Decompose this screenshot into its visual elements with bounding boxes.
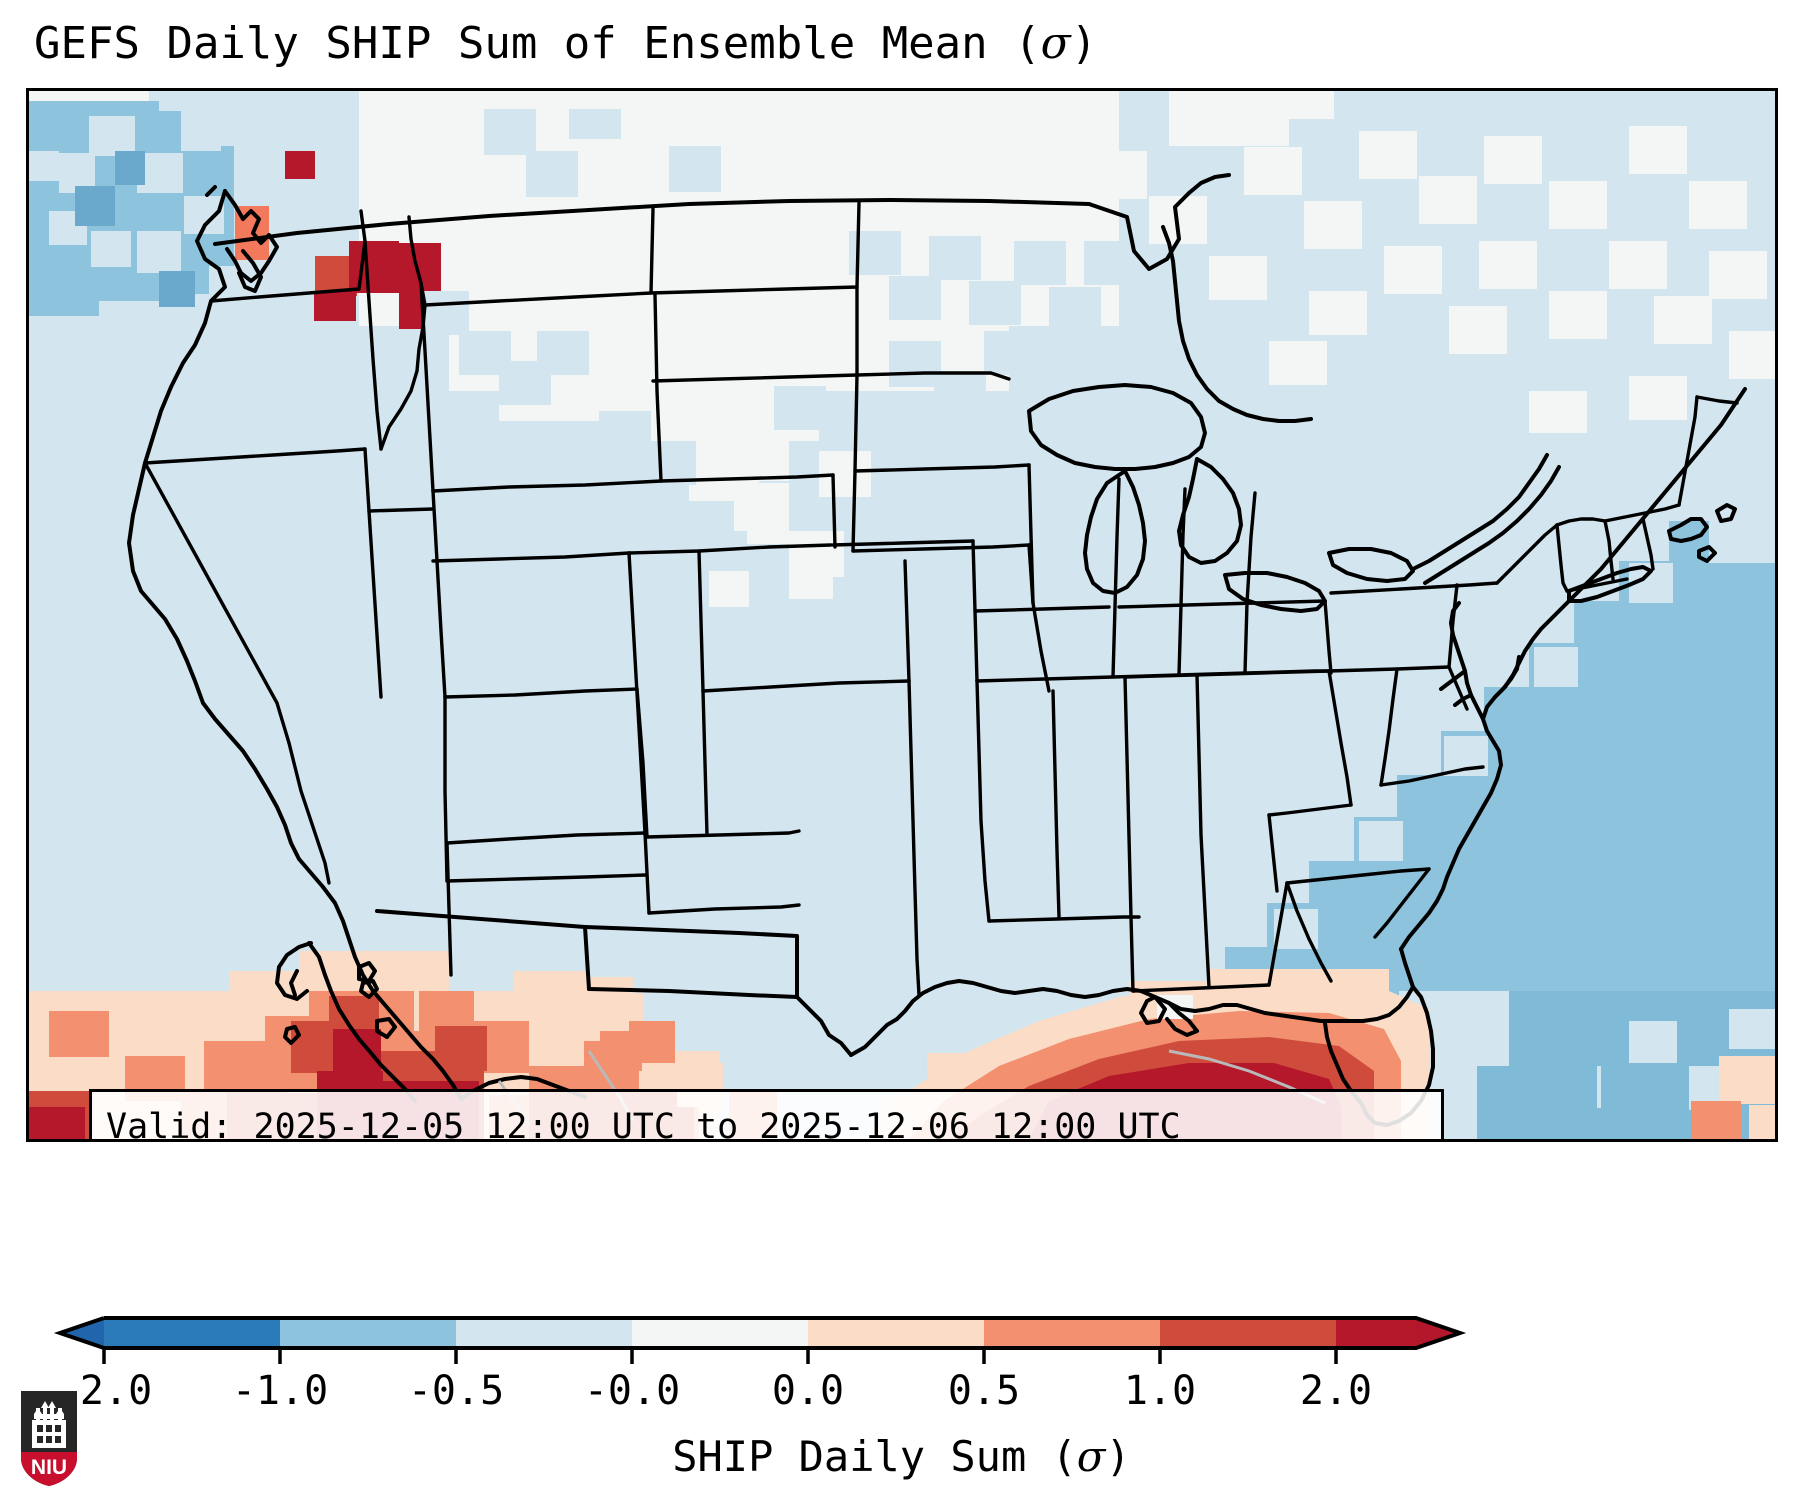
geography-lines [127,173,1747,1127]
map-plot-area[interactable]: Valid: 2025-12-05 12:00 UTC to 2025-12-0… [26,88,1778,1142]
colorbar-seg-6 [1160,1318,1336,1348]
colorbar-tick-label-5: 0.5 [947,1368,1021,1414]
colorbar-tick-label-4: 0.0 [771,1368,845,1414]
logo-text: NIU [31,1456,67,1479]
logo-castle-windows [37,1425,61,1443]
warm-speckle-plains [709,506,833,607]
colorbar-seg-7 [1336,1318,1416,1348]
warm-small-southeast [1691,1056,1775,1139]
colorbar-axis-label: SHIP Daily Sum (σ) [0,1432,1803,1481]
logo-shield-banner [21,1452,77,1486]
colorbar-seg-2 [456,1318,632,1348]
bahamas-blue [1477,1066,1597,1139]
colorbar-tick-label-7: 2.0 [1299,1368,1373,1414]
colorbar-ticks [102,1348,1338,1364]
niu-logo: NIU [21,1391,77,1486]
colorbar-label-suffix: ) [1105,1432,1131,1481]
colorbar-seg-1 [280,1318,456,1348]
colorbar-tick-label-6: 1.0 [1123,1368,1197,1414]
colorbar-label-sigma: σ [1076,1432,1106,1481]
colorbar-tick-label-3: -0.0 [583,1368,681,1414]
title-text: GEFS Daily SHIP Sum of Ensemble Mean ( [34,18,1041,69]
colorbar-tick-label-2: -0.5 [407,1368,505,1414]
colorbar-seg-4 [808,1318,984,1348]
valid-time-line: Valid: 2025-12-05 12:00 UTC to 2025-12-0… [106,1107,1181,1142]
colorbar-outline [53,1316,1467,1350]
nwpacific-deepblue [75,151,195,307]
colorbar-under-arrow [60,1318,104,1348]
map-svg [29,91,1775,1139]
colorbar-tick-label-1: -1.0 [231,1368,329,1414]
colorbar-seg-0 [104,1318,280,1348]
pacific-sw-light [29,711,289,1011]
colorbar-seg-3 [632,1318,808,1348]
colorbar-label-text: SHIP Daily Sum ( [672,1432,1077,1481]
colorbar-over-arrow [1416,1318,1460,1348]
title-sigma: σ [1040,18,1071,69]
colorbar-tick-labels: -2.0 -1.0 -0.5 -0.0 0.0 0.5 1.0 2.0 [0,1368,1803,1418]
title-suffix: ) [1070,18,1098,69]
page-title: GEFS Daily SHIP Sum of Ensemble Mean (σ) [34,18,1097,69]
logo-castle-icon [32,1401,66,1448]
forecast-info-box: Valid: 2025-12-05 12:00 UTC to 2025-12-0… [89,1089,1444,1142]
colorbar-segments [53,1316,1467,1350]
colorbar-seg-5 [984,1318,1160,1348]
lightblue-speckle-north [89,109,1171,605]
colorbar-svg [53,1316,1467,1364]
colorbar[interactable] [53,1316,1467,1364]
